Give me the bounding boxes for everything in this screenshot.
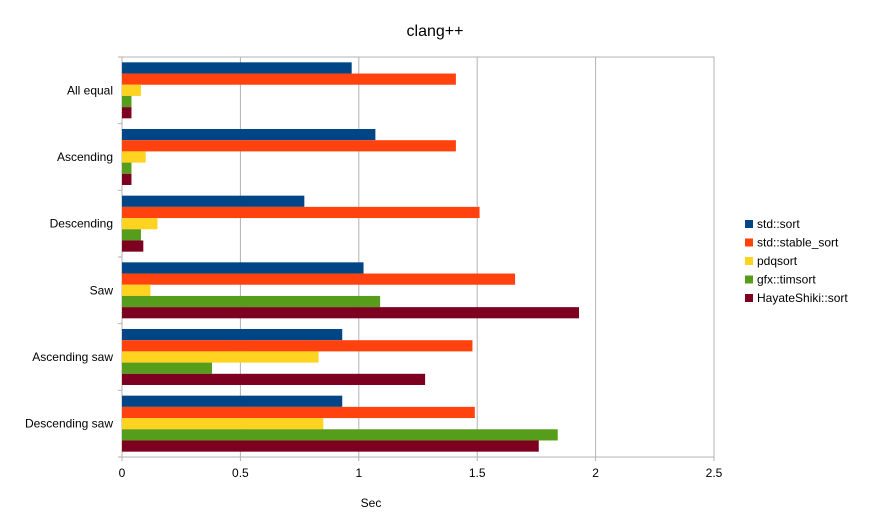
bar	[122, 195, 305, 207]
category-label: All equal	[67, 83, 113, 97]
category-label: Saw	[90, 283, 114, 297]
bar	[122, 95, 132, 108]
bar	[122, 262, 364, 274]
bar	[122, 406, 475, 419]
bar	[122, 373, 426, 385]
bar	[122, 329, 343, 341]
x-tick-label: 2	[592, 466, 599, 480]
legend-label: std::sort	[757, 217, 800, 231]
bar	[122, 151, 146, 163]
bar	[122, 162, 132, 174]
legend-label: HayateShiki::sort	[757, 291, 848, 305]
legend-swatch	[745, 275, 753, 284]
bar	[122, 440, 539, 452]
grid	[121, 56, 715, 461]
bar	[122, 362, 212, 374]
bar	[122, 229, 141, 241]
bar	[122, 429, 558, 441]
legend-swatch	[745, 238, 753, 247]
legend: std::sortstd::stable_sortpdqsortgfx::tim…	[745, 217, 848, 305]
bar	[122, 295, 381, 308]
legend-swatch	[745, 257, 753, 265]
category-label: Descending	[50, 217, 113, 231]
x-tick-label: 1.5	[469, 466, 486, 480]
category-label: Descending saw	[25, 417, 113, 431]
bar	[122, 129, 376, 141]
category-label: Ascending	[57, 150, 113, 164]
bar	[122, 307, 580, 319]
x-tick-label: 1	[355, 466, 362, 480]
legend-swatch	[745, 220, 753, 228]
legend-label: pdqsort	[757, 254, 798, 268]
legend-label: gfx::timsort	[757, 273, 816, 287]
bar	[122, 395, 343, 407]
axes: 0 0.5 1 1.5 2 2.5 All equal Ascending Descending…	[25, 56, 723, 480]
bar	[122, 218, 158, 230]
bar	[122, 418, 324, 430]
chart-title: clang++	[407, 23, 464, 40]
bar	[122, 73, 456, 85]
bar	[122, 62, 352, 74]
bar	[122, 206, 480, 219]
bar	[122, 351, 319, 363]
bar	[122, 173, 132, 185]
bars	[122, 62, 580, 452]
x-tick-label: 0.5	[232, 466, 249, 480]
legend-swatch	[745, 294, 753, 302]
bar	[122, 140, 456, 152]
x-tick-label: 2.5	[706, 466, 723, 480]
x-tick-label: 0	[119, 466, 126, 480]
category-label: Ascending saw	[32, 350, 113, 364]
x-axis-label: Sec	[361, 496, 382, 510]
bar	[122, 340, 473, 352]
bar	[122, 84, 141, 96]
bar	[122, 240, 144, 252]
legend-label: std::stable_sort	[757, 236, 839, 250]
bar	[122, 284, 151, 296]
bar	[122, 107, 132, 119]
bar	[122, 273, 516, 285]
